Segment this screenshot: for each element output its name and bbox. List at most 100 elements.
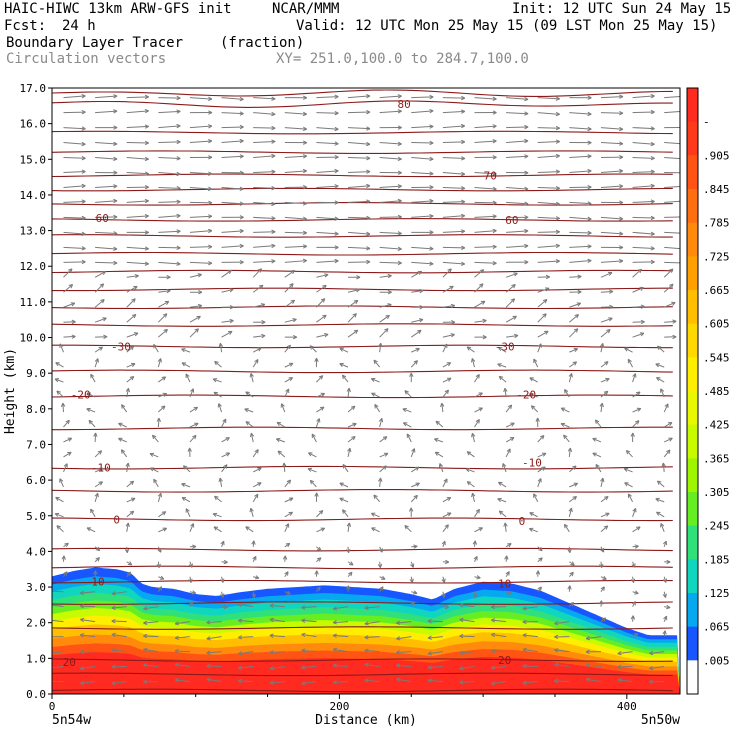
circulation-vector <box>632 246 655 251</box>
circulation-vector <box>253 185 276 191</box>
isotherm-line <box>52 150 673 154</box>
circulation-vector <box>664 171 680 174</box>
circulation-vector <box>126 298 136 308</box>
circulation-vector <box>442 333 455 338</box>
circulation-vector <box>664 142 680 145</box>
circulation-vector <box>656 480 665 488</box>
circulation-vector <box>157 586 163 592</box>
circulation-vector <box>339 362 349 368</box>
circulation-vector <box>332 633 349 638</box>
circulation-vector <box>409 576 414 583</box>
circulation-vector <box>664 261 680 264</box>
circulation-vector <box>214 360 222 368</box>
circulation-vector <box>506 124 529 130</box>
valid-time: Valid: 12 UTC Mon 25 May 15 (09 LST Mon … <box>296 18 718 34</box>
circulation-vector <box>86 407 96 413</box>
circulation-vector <box>537 287 550 293</box>
circulation-vector <box>126 497 136 503</box>
fcst-value: 24 h <box>62 18 96 34</box>
field-units: (fraction) <box>220 35 305 51</box>
circulation-vector <box>427 678 443 683</box>
circulation-vector <box>459 666 475 671</box>
circulation-vector <box>63 571 68 577</box>
circulation-vector <box>253 111 276 117</box>
colorbar-label: .845 <box>703 183 730 196</box>
circulation-vector <box>158 527 167 533</box>
circulation-vector <box>348 109 371 115</box>
circulation-vector <box>506 333 519 339</box>
circulation-vector <box>189 186 213 192</box>
circulation-vector <box>189 406 199 413</box>
circulation-vector <box>505 298 516 308</box>
isotherm-line <box>52 601 673 605</box>
circulation-vector <box>332 663 349 668</box>
circulation-vector <box>189 273 202 278</box>
circulation-vector <box>632 169 655 174</box>
circulation-vector <box>348 259 371 265</box>
circulation-vector <box>537 185 560 191</box>
circulation-vector <box>284 230 308 236</box>
circulation-vector <box>554 662 570 668</box>
circulation-vector <box>627 358 634 368</box>
circulation-vector <box>411 347 420 353</box>
circulation-vector <box>79 603 96 609</box>
circulation-vector <box>125 522 130 532</box>
circulation-vector <box>533 358 539 368</box>
circulation-vector <box>316 314 327 323</box>
circulation-vector <box>373 494 381 503</box>
isotherm-line <box>52 688 673 693</box>
circulation-vector <box>632 126 655 131</box>
circulation-vector <box>442 156 466 161</box>
circulation-vector <box>411 156 434 162</box>
fcst-label: Fcst: <box>4 18 47 34</box>
circulation-vector <box>63 319 76 325</box>
circulation-vector <box>474 214 497 219</box>
colorbar-label: .605 <box>703 318 730 331</box>
circulation-vector <box>537 299 548 308</box>
colorbar-cell <box>687 357 698 392</box>
circulation-vector <box>379 231 402 236</box>
circulation-vector <box>472 591 478 598</box>
circulation-vector <box>662 576 668 583</box>
circulation-vector <box>442 109 466 114</box>
circulation-vector <box>158 229 181 234</box>
circulation-vector <box>63 169 86 174</box>
circulation-vector <box>411 305 424 310</box>
circulation-vector <box>189 328 199 338</box>
circulation-vector <box>442 604 450 610</box>
circulation-vector <box>533 493 539 503</box>
isotherm-line <box>52 658 673 662</box>
circulation-vector <box>79 590 96 596</box>
circulation-vector <box>535 570 541 577</box>
y-tick-label: 5.0 <box>26 510 46 523</box>
circulation-vector <box>284 201 308 206</box>
circulation-vector <box>441 576 446 583</box>
circulation-vector <box>632 420 640 428</box>
circulation-vector <box>181 348 191 353</box>
circulation-vector <box>537 111 560 117</box>
circulation-vector <box>189 290 203 295</box>
circulation-vector <box>632 304 645 309</box>
circulation-vector <box>471 492 476 502</box>
circulation-vector <box>442 229 466 234</box>
circulation-vector <box>442 139 466 145</box>
circulation-vector <box>151 434 159 443</box>
circulation-vector <box>600 525 609 533</box>
circulation-vector <box>624 347 633 353</box>
circulation-vector <box>158 328 168 338</box>
circulation-vector <box>253 139 276 144</box>
circulation-vector <box>632 259 655 265</box>
circulation-vector <box>411 108 434 114</box>
isotherm-line <box>52 218 673 222</box>
isotherm-label: 60 <box>505 214 518 227</box>
circulation-vector <box>252 493 259 503</box>
y-tick-label: 10.0 <box>20 332 47 345</box>
circulation-vector <box>537 434 545 443</box>
circulation-vector <box>63 215 86 221</box>
circulation-vector <box>474 575 481 580</box>
circulation-vector <box>379 170 402 175</box>
circulation-vector <box>528 527 538 533</box>
circulation-vector <box>459 617 475 623</box>
circulation-vector <box>63 463 68 473</box>
circulation-vector <box>249 432 255 443</box>
